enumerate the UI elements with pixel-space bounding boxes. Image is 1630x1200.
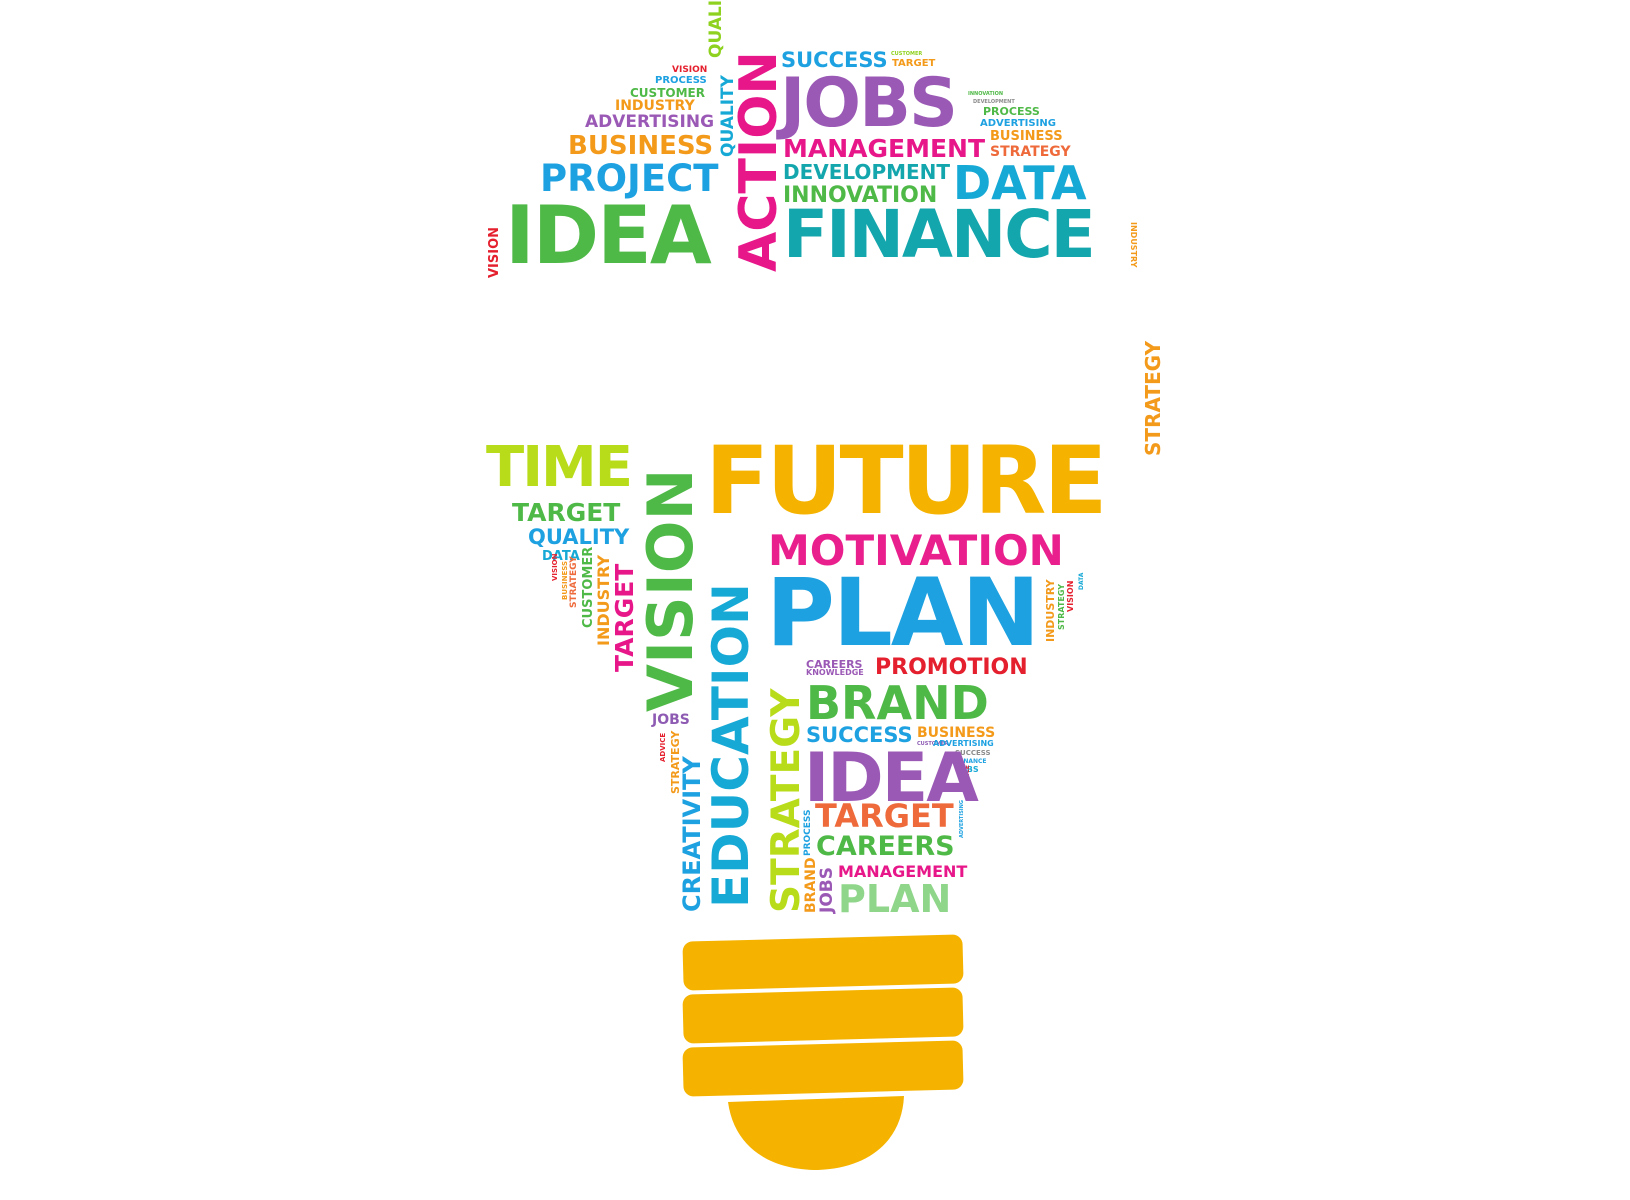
word: DEVELOPMENT (973, 99, 1015, 105)
word: JOBS (957, 765, 979, 774)
bulb-tip (728, 1096, 904, 1170)
word: FINANCE (783, 196, 1096, 273)
word: INDUSTRY (615, 98, 695, 114)
word: CUSTOMER (917, 741, 949, 747)
word: KNOWLEDGE (806, 668, 864, 677)
word: CUSTOMER (891, 51, 923, 57)
word: CUSTOMER (630, 86, 705, 100)
word: BRAND (806, 676, 989, 730)
word: INNOVATION (968, 91, 1004, 97)
word: MANAGEMENT (838, 862, 968, 881)
word: PLAN (838, 877, 952, 921)
word: TARGET (815, 797, 954, 835)
word: PROCESS (655, 75, 707, 86)
word: PROMOTION (875, 655, 1028, 680)
word: BUSINESS (917, 725, 996, 741)
word: CAREERS (816, 831, 955, 862)
bulb-thread-2 (682, 987, 964, 1044)
word: STRATEGY (990, 144, 1071, 160)
word: FINANCE (957, 758, 987, 765)
word: ADVERTISING (585, 112, 715, 132)
word: DATA (953, 156, 1087, 210)
word: TIME (486, 435, 633, 500)
word: MOTIVATION (768, 526, 1064, 575)
word: JOBS (780, 64, 958, 143)
word: TARGET (892, 58, 936, 69)
word: PLAN (766, 559, 1040, 668)
word: ADVERTISING (980, 118, 1056, 129)
word: DEVELOPMENT (783, 160, 951, 184)
word: DATA (542, 549, 580, 564)
word: JOBS (652, 712, 690, 728)
word: PROCESS (983, 105, 1040, 118)
word: FUTURE (705, 427, 1108, 536)
word: INNOVATION (783, 183, 938, 208)
word: IDEA (505, 189, 712, 282)
word: PROJECT (540, 157, 719, 200)
word: SUCCESS (781, 48, 888, 72)
word: SUCCESS (955, 749, 991, 757)
word: MANAGEMENT (783, 134, 986, 163)
word: VISION (672, 65, 708, 75)
word: IDEA (804, 739, 979, 818)
bulb-thread-1 (682, 934, 964, 991)
word: TARGET (512, 498, 621, 527)
word: BUSINESS (990, 129, 1063, 144)
word: ADVERTISING (933, 739, 994, 748)
word: CAREERS (806, 658, 863, 671)
word: SUCCESS (806, 723, 913, 747)
bulb-thread-3 (682, 1040, 964, 1097)
word: BUSINESS (568, 131, 714, 161)
word: QUALITY (528, 525, 630, 549)
